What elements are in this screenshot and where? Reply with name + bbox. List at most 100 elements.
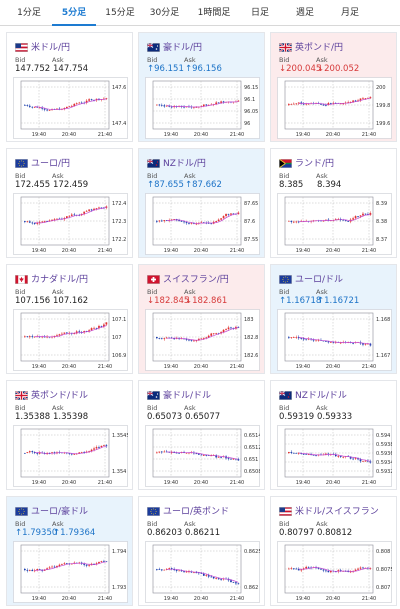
currency-pair-link[interactable]: 米ドル/円 — [31, 43, 71, 53]
rate-card[interactable]: 米ドル/円 Bid Ask 147.752 147.754 147.6 147.4 19:40… — [6, 32, 133, 142]
candle — [178, 452, 180, 454]
candle — [359, 98, 362, 101]
candle — [332, 342, 335, 343]
currency-pair-link[interactable]: 英ポンド/ドル — [31, 391, 89, 401]
bid-text: 1.16718 — [286, 296, 322, 306]
candle — [354, 216, 357, 219]
tab-6[interactable]: 日足 — [250, 8, 269, 18]
candlestick-chart[interactable]: 147.6 147.4 19:40 20:40 21:40 — [13, 77, 128, 139]
tab-4[interactable]: 30分足 — [149, 8, 180, 18]
candlestick-chart[interactable]: 0.594 0.5938 0.5936 0.5934 0.5932 19:40 20:40 2… — [277, 425, 392, 487]
candle — [26, 105, 29, 106]
currency-pair-link[interactable]: 米ドル/スイスフラン — [295, 507, 379, 517]
rate-card[interactable]: ユーロ/ドル Bid Ask ↑1.16718 ↑1.16721 1.168 1.167 19… — [270, 264, 397, 374]
candle — [88, 565, 90, 566]
candlestick-chart[interactable]: 0.808 0.8075 0.807 19:40 20:40 21:40 — [277, 541, 392, 603]
rate-card[interactable]: スイスフラン/円 Bid Ask ↓182.845 ↓182.861 183 182.8 18… — [138, 264, 265, 374]
x-tick-label: 19:40 — [32, 364, 46, 370]
candle — [210, 223, 213, 225]
currency-pair-link[interactable]: スイスフラン/円 — [163, 275, 229, 285]
candle — [170, 568, 173, 570]
candlestick-chart[interactable]: 172.4 172.3 172.2 19:40 20:40 21:40 — [13, 193, 128, 255]
rate-card[interactable]: NZドル/ドル Bid Ask 0.59319 0.59333 0.594 0.5938 0.… — [270, 380, 397, 490]
rate-card[interactable]: 豪ドル/ドル Bid Ask 0.65073 0.65077 0.6514 0.6512 0.… — [138, 380, 265, 490]
candlestick-chart[interactable]: 1.168 1.167 19:40 20:40 21:40 — [277, 309, 392, 371]
rate-card[interactable]: 米ドル/スイスフラン Bid Ask 0.80797 0.80812 0.808 0.807… — [270, 496, 397, 606]
candle — [46, 220, 48, 222]
bid-label: Bid — [147, 56, 158, 64]
candle — [225, 329, 227, 330]
candle — [292, 337, 295, 338]
rate-card[interactable]: ランド/円 Bid Ask 8.385 8.394 8.39 8.38 8.37 19:40 20… — [270, 148, 397, 258]
rate-card[interactable]: カナダドル/円 Bid Ask 107.156 107.162 107.1 107 106.9… — [6, 264, 133, 374]
candle — [163, 338, 166, 340]
candle — [83, 211, 86, 214]
candle — [354, 458, 357, 459]
candle — [178, 220, 180, 222]
tab-7[interactable]: 週足 — [295, 8, 314, 18]
candlestick-chart[interactable]: 183 182.8 182.6 19:40 20:40 21:40 — [145, 309, 260, 371]
currency-pair-link[interactable]: 豪ドル/ドル — [163, 391, 212, 401]
bid-text: 107.156 — [15, 296, 51, 306]
timeframe-tabs: 1分足 5分足 15分足 30分足 1時間足 日足 週足 月足 — [0, 0, 400, 26]
rate-card[interactable]: NZドル/円 Bid Ask ↑87.655 ↑87.662 87.65 87.6 87.55… — [138, 148, 265, 258]
candle — [63, 563, 66, 565]
arrow-down-icon: ↓ — [185, 296, 193, 306]
candle — [295, 452, 298, 454]
candle — [317, 339, 320, 341]
candlestick-chart[interactable]: 96.15 96.1 96.05 96 19:40 20:40 21:40 — [145, 77, 260, 139]
candle — [38, 222, 41, 224]
candlestick-chart[interactable]: 0.6514 0.6512 0.651 0.6508 19:40 20:40 21:40 — [145, 425, 260, 487]
rate-card[interactable]: ユーロ/英ポンド Bid Ask 0.86203 0.86211 0.8625 0.862 1… — [138, 496, 265, 606]
currency-pair-link[interactable]: NZドル/円 — [163, 159, 206, 169]
candle — [202, 104, 205, 107]
currency-pair-link[interactable]: ユーロ/豪ドル — [31, 507, 89, 517]
candle — [158, 220, 161, 222]
candle — [48, 567, 51, 569]
rate-card[interactable]: 豪ドル/円 Bid Ask ↑96.151 ↑96.156 96.15 96.1 96.05 9… — [138, 32, 265, 142]
tab-5[interactable]: 1時間足 — [197, 8, 231, 18]
candlestick-chart[interactable]: 1.794 1.793 19:40 20:40 21:40 — [13, 541, 128, 603]
rate-card[interactable]: 英ポンド/ドル Bid Ask 1.35388 1.35398 1.3545 1.354 19… — [6, 380, 133, 490]
tab-2[interactable]: 5分足 — [52, 0, 96, 26]
candle — [158, 104, 161, 106]
candle — [305, 566, 308, 569]
currency-pair-link[interactable]: NZドル/ドル — [295, 391, 347, 401]
currency-pair-link[interactable]: カナダドル/円 — [31, 275, 89, 285]
currency-pair-link[interactable]: 豪ドル/円 — [163, 43, 203, 53]
candle — [46, 109, 48, 111]
candle — [364, 343, 367, 345]
moving-average-line — [166, 213, 239, 224]
candle — [205, 104, 208, 106]
currency-pair-link[interactable]: ユーロ/ドル — [295, 275, 344, 285]
candlestick-chart[interactable]: 1.3545 1.354 19:40 20:40 21:40 — [13, 425, 128, 487]
candle — [98, 561, 100, 564]
currency-pair-link[interactable]: ユーロ/英ポンド — [163, 507, 230, 517]
candlestick-chart[interactable]: 87.65 87.6 87.55 19:40 20:40 21:40 — [145, 193, 260, 255]
rate-card[interactable]: ユーロ/豪ドル Bid Ask ↑1.79350 ↑1.79364 1.794 1.793 1… — [6, 496, 133, 606]
y-tick-label: 200 — [376, 85, 386, 91]
bid-text: 87.655 — [154, 180, 184, 190]
tab-1[interactable]: 1分足 — [17, 8, 41, 18]
currency-pair-link[interactable]: ユーロ/円 — [31, 159, 71, 169]
rate-card[interactable]: ユーロ/円 Bid Ask 172.455 172.459 172.4 172.3 172.2… — [6, 148, 133, 258]
bid-value: ↓182.845 — [147, 296, 189, 306]
ask-label: Ask — [52, 56, 64, 64]
candle — [288, 568, 290, 570]
candle — [364, 98, 367, 99]
candle — [170, 106, 173, 108]
candlestick-chart[interactable]: 8.39 8.38 8.37 19:40 20:40 21:40 — [277, 193, 392, 255]
candlestick-chart[interactable]: 107.1 107 106.9 19:40 20:40 21:40 — [13, 309, 128, 371]
candlestick-chart[interactable]: 0.8625 0.862 19:40 20:40 21:40 — [145, 541, 260, 603]
tab-8[interactable]: 月足 — [340, 8, 359, 18]
candle — [70, 563, 73, 565]
x-tick-label: 21:40 — [98, 248, 112, 254]
currency-pair-link[interactable]: 英ポンド/円 — [295, 43, 344, 53]
tab-3[interactable]: 15分足 — [105, 8, 135, 18]
candlestick-chart[interactable]: 200 199.8 199.6 19:40 20:40 21:40 — [277, 77, 392, 139]
candle — [322, 340, 325, 342]
rate-card[interactable]: 英ポンド/円 Bid Ask ↓200.045 ↓200.052 200 199.8 199.… — [270, 32, 397, 142]
candle — [207, 455, 210, 456]
candle — [93, 448, 95, 450]
currency-pair-link[interactable]: ランド/円 — [295, 159, 335, 169]
